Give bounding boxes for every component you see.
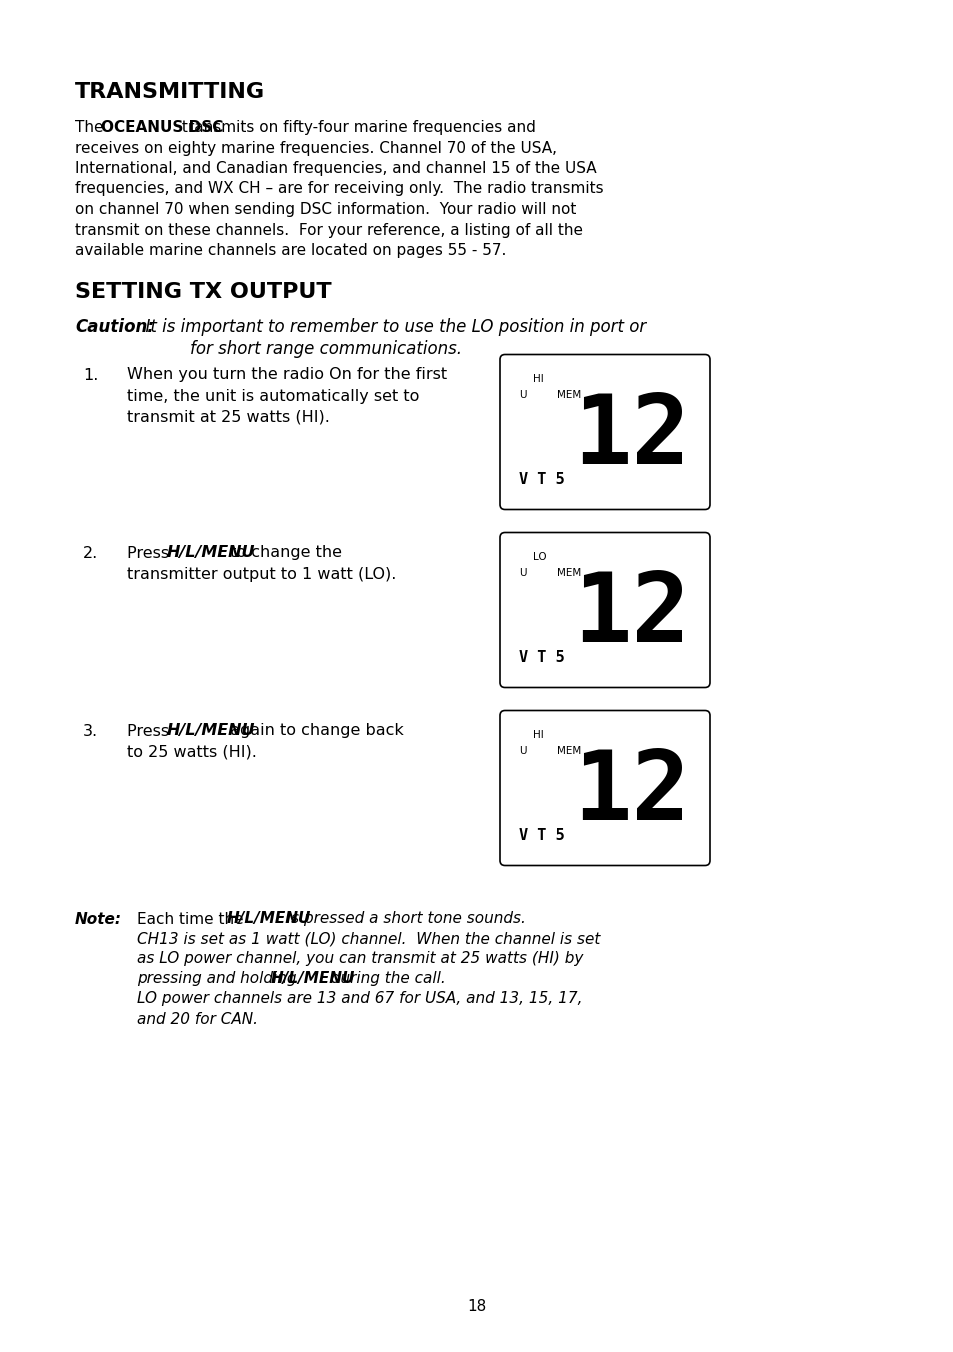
Text: LO: LO [533, 552, 546, 561]
Text: 18: 18 [467, 1299, 486, 1314]
Text: to change the: to change the [225, 545, 341, 561]
Text: MEM: MEM [557, 568, 580, 577]
Text: transmitter output to 1 watt (LO).: transmitter output to 1 watt (LO). [127, 566, 395, 581]
Text: HI: HI [533, 730, 543, 740]
Text: 12: 12 [573, 568, 689, 661]
Text: time, the unit is automatically set to: time, the unit is automatically set to [127, 388, 419, 403]
Text: on channel 70 when sending DSC information.  Your radio will not: on channel 70 when sending DSC informati… [75, 201, 576, 218]
Text: transmits on fifty-four marine frequencies and: transmits on fifty-four marine frequenci… [176, 120, 535, 135]
Text: CH13 is set as 1 watt (LO) channel.  When the channel is set: CH13 is set as 1 watt (LO) channel. When… [137, 932, 599, 946]
Text: is pressed a short tone sounds.: is pressed a short tone sounds. [281, 911, 525, 926]
FancyBboxPatch shape [499, 354, 709, 510]
Text: Note:: Note: [75, 911, 122, 926]
FancyBboxPatch shape [499, 533, 709, 688]
Text: 1.: 1. [83, 368, 98, 383]
Text: V T 5: V T 5 [518, 649, 564, 664]
Text: TRANSMITTING: TRANSMITTING [75, 82, 265, 101]
Text: pressing and holding: pressing and holding [137, 972, 301, 987]
Text: H/L/MENU: H/L/MENU [226, 911, 311, 926]
Text: The: The [75, 120, 109, 135]
Text: H/L/MENU: H/L/MENU [271, 972, 355, 987]
Text: Caution:: Caution: [75, 318, 153, 335]
Text: H/L/MENU: H/L/MENU [167, 723, 255, 738]
Text: again to change back: again to change back [225, 723, 403, 738]
Text: V T 5: V T 5 [518, 827, 564, 842]
Text: OCEANUS DSC: OCEANUS DSC [100, 120, 223, 135]
Text: H/L/MENU: H/L/MENU [167, 545, 255, 561]
Text: 3.: 3. [83, 723, 98, 738]
Text: U: U [518, 568, 526, 577]
Text: 12: 12 [573, 391, 689, 484]
Text: Press: Press [127, 723, 174, 738]
Text: receives on eighty marine frequencies. Channel 70 of the USA,: receives on eighty marine frequencies. C… [75, 141, 557, 155]
Text: transmit at 25 watts (HI).: transmit at 25 watts (HI). [127, 410, 330, 425]
Text: International, and Canadian frequencies, and channel 15 of the USA: International, and Canadian frequencies,… [75, 161, 596, 176]
Text: Press: Press [127, 545, 174, 561]
Text: SETTING TX OUTPUT: SETTING TX OUTPUT [75, 281, 332, 301]
Text: U: U [518, 389, 526, 399]
Text: 2.: 2. [83, 545, 98, 561]
Text: and 20 for CAN.: and 20 for CAN. [137, 1011, 257, 1026]
Text: LO power channels are 13 and 67 for USA, and 13, 15, 17,: LO power channels are 13 and 67 for USA,… [137, 991, 582, 1006]
Text: When you turn the radio On for the first: When you turn the radio On for the first [127, 368, 447, 383]
Text: MEM: MEM [557, 389, 580, 399]
Text: U: U [518, 745, 526, 756]
Text: 12: 12 [573, 746, 689, 840]
Text: for short range communications.: for short range communications. [190, 339, 461, 357]
FancyBboxPatch shape [499, 711, 709, 865]
Text: Each time the: Each time the [137, 911, 248, 926]
Text: frequencies, and WX CH – are for receiving only.  The radio transmits: frequencies, and WX CH – are for receivi… [75, 181, 603, 196]
Text: transmit on these channels.  For your reference, a listing of all the: transmit on these channels. For your ref… [75, 223, 582, 238]
Text: as LO power channel, you can transmit at 25 watts (HI) by: as LO power channel, you can transmit at… [137, 952, 583, 967]
Text: MEM: MEM [557, 745, 580, 756]
Text: during the call.: during the call. [326, 972, 446, 987]
Text: available marine channels are located on pages 55 - 57.: available marine channels are located on… [75, 243, 506, 258]
Text: HI: HI [533, 373, 543, 384]
Text: to 25 watts (HI).: to 25 watts (HI). [127, 745, 256, 760]
Text: It is important to remember to use the LO position in port or: It is important to remember to use the L… [135, 318, 646, 335]
Text: V T 5: V T 5 [518, 472, 564, 487]
